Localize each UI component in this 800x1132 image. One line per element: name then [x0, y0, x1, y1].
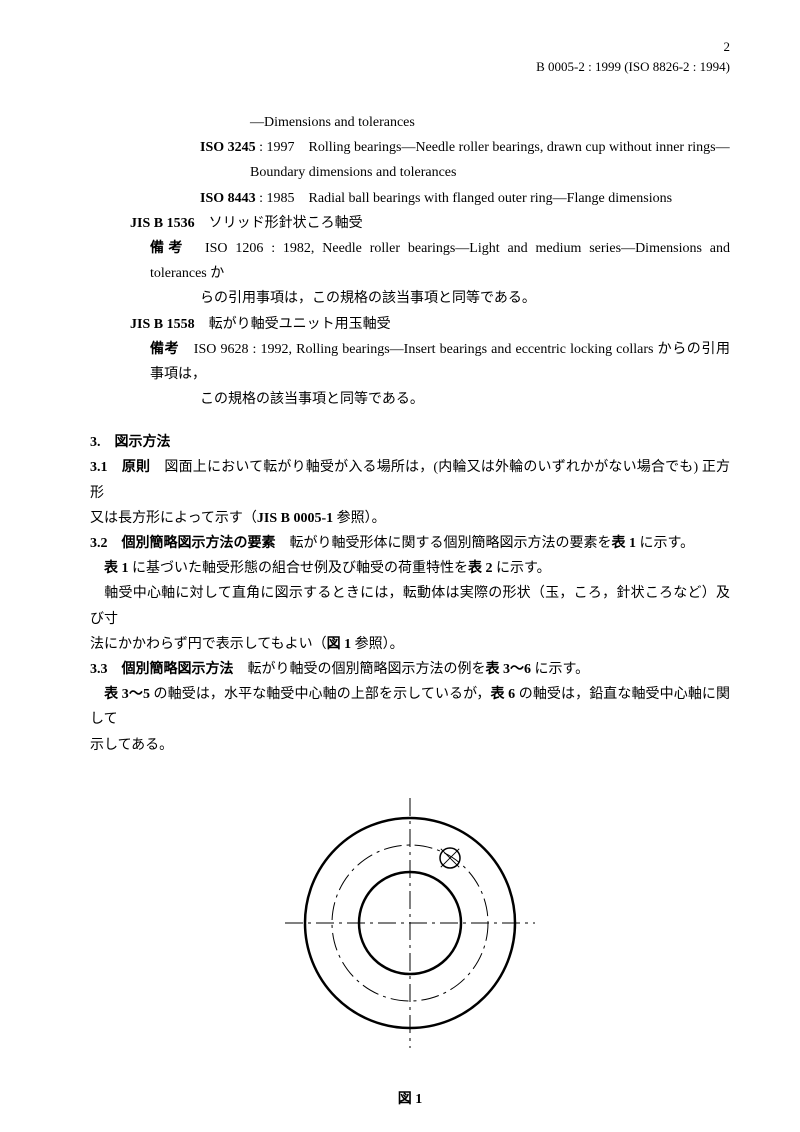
s33-bold1: 表 3〜6 — [486, 662, 532, 677]
s32-bold1: 表 1 — [612, 536, 637, 551]
s32-p3cont: 法にかかわらず円で表示してもよい（ — [90, 637, 327, 652]
jis1536-label: JIS B 1536 — [130, 216, 195, 231]
s32-p2c: 表 2 — [468, 561, 493, 576]
s31-text: 図面上において転がり軸受が入る場所は，(内輪又は外輪のいずれかがない場合でも) … — [90, 460, 730, 500]
figure-1-label: 図 1 — [90, 1087, 730, 1112]
ref-jis1558: JIS B 1558 転がり軸受ユニット用玉軸受 — [90, 312, 730, 337]
s32-p2b: に基づいた軸受形態の組合せ例及び軸受の荷重特性を — [129, 561, 469, 576]
s32-end1: に示す。 — [636, 536, 694, 551]
section-3-heading: 3. 図示方法 — [90, 430, 730, 455]
biko2-label: 備考 — [150, 342, 179, 357]
ref-jis1536: JIS B 1536 ソリッド形針状ころ軸受 — [90, 211, 730, 236]
jis1558-text: 転がり軸受ユニット用玉軸受 — [195, 317, 391, 332]
ref-iso8443: ISO 8443 : 1985 Radial ball bearings wit… — [90, 186, 730, 211]
iso3245-text: : 1997 Rolling bearings―Needle roller be… — [256, 140, 730, 155]
figure-1-svg — [270, 783, 550, 1063]
section-3-2-p2: 表 1 に基づいた軸受形態の組合せ例及び軸受の荷重特性を表 2 に示す。 — [90, 556, 730, 581]
s33-text: 転がり軸受の個別簡略図示方法の例を — [234, 662, 486, 677]
section-3-3-p2: 表 3〜5 の軸受は，水平な軸受中心軸の上部を示しているが，表 6 の軸受は，鉛… — [90, 682, 730, 732]
section-3-2-p3: 軸受中心軸に対して直角に図示するときには，転動体は実際の形状（玉，ころ，針状ころ… — [90, 581, 730, 631]
page-container: 2 B 0005-2 : 1999 (ISO 8826-2 : 1994) ―D… — [0, 0, 800, 1132]
s33-p2a: 表 3〜5 — [104, 687, 150, 702]
section-3-2-p3-cont: 法にかかわらず円で表示してもよい（図 1 参照）。 — [90, 632, 730, 657]
section-3-1: 3.1 原則 図面上において転がり軸受が入る場所は，(内輪又は外輪のいずれかがな… — [90, 455, 730, 505]
section-3-1-cont: 又は長方形によって示す（JIS B 0005-1 参照）。 — [90, 506, 730, 531]
ref-iso3245-cont: Boundary dimensions and tolerances — [90, 160, 730, 185]
s32-text: 転がり軸受形体に関する個別簡略図示方法の要素を — [276, 536, 612, 551]
biko1-text: ISO 1206 : 1982, Needle roller bearings―… — [150, 241, 730, 281]
section-3-3: 3.3 個別簡略図示方法 転がり軸受の個別簡略図示方法の例を表 3〜6 に示す。 — [90, 657, 730, 682]
iso8443-text: : 1985 Radial ball bearings with flanged… — [256, 191, 672, 206]
ref-biko2-cont: この規格の該当事項と同等である。 — [90, 387, 730, 412]
s32-label: 3.2 個別簡略図示方法の要素 — [90, 536, 276, 551]
ref-biko2: 備考 ISO 9628 : 1992, Rolling bearings―Ins… — [90, 337, 730, 387]
s31-cont: 又は長方形によって示す（ — [90, 511, 257, 526]
biko2-text: ISO 9628 : 1992, Rolling bearings―Insert… — [150, 342, 730, 382]
s31-label: 3.1 原則 — [90, 460, 150, 475]
ref-biko1: 備考 ISO 1206 : 1982, Needle roller bearin… — [90, 236, 730, 286]
header-spec: B 0005-2 : 1999 (ISO 8826-2 : 1994) — [536, 55, 730, 78]
content-body: ―Dimensions and tolerances ISO 3245 : 19… — [90, 110, 730, 1112]
s32-p3bold: 図 1 — [327, 637, 352, 652]
jis1558-label: JIS B 1558 — [130, 317, 195, 332]
s32-p2d: に示す。 — [493, 561, 551, 576]
ref-line-dimensions: ―Dimensions and tolerances — [90, 110, 730, 135]
s31-end: 参照）。 — [333, 511, 386, 526]
jis1536-text: ソリッド形針状ころ軸受 — [195, 216, 363, 231]
s32-p3end: 参照）。 — [351, 637, 404, 652]
iso8443-label: ISO 8443 — [200, 191, 256, 206]
s33-end1: に示す。 — [531, 662, 589, 677]
section-3-3-p2e: 示してある。 — [90, 733, 730, 758]
s31-bold: JIS B 0005-1 — [257, 511, 333, 526]
s33-p2b: の軸受は，水平な軸受中心軸の上部を示しているが， — [150, 687, 491, 702]
section-3-2: 3.2 個別簡略図示方法の要素 転がり軸受形体に関する個別簡略図示方法の要素を表… — [90, 531, 730, 556]
s33-label: 3.3 個別簡略図示方法 — [90, 662, 234, 677]
ref-iso3245: ISO 3245 : 1997 Rolling bearings―Needle … — [90, 135, 730, 160]
s32-p2a: 表 1 — [104, 561, 129, 576]
biko1-label: 備考 — [150, 241, 187, 256]
s33-p2c: 表 6 — [490, 687, 515, 702]
iso3245-label: ISO 3245 — [200, 140, 256, 155]
ref-biko1-cont: らの引用事項は，この規格の該当事項と同等である。 — [90, 286, 730, 311]
figure-1-container — [90, 783, 730, 1072]
